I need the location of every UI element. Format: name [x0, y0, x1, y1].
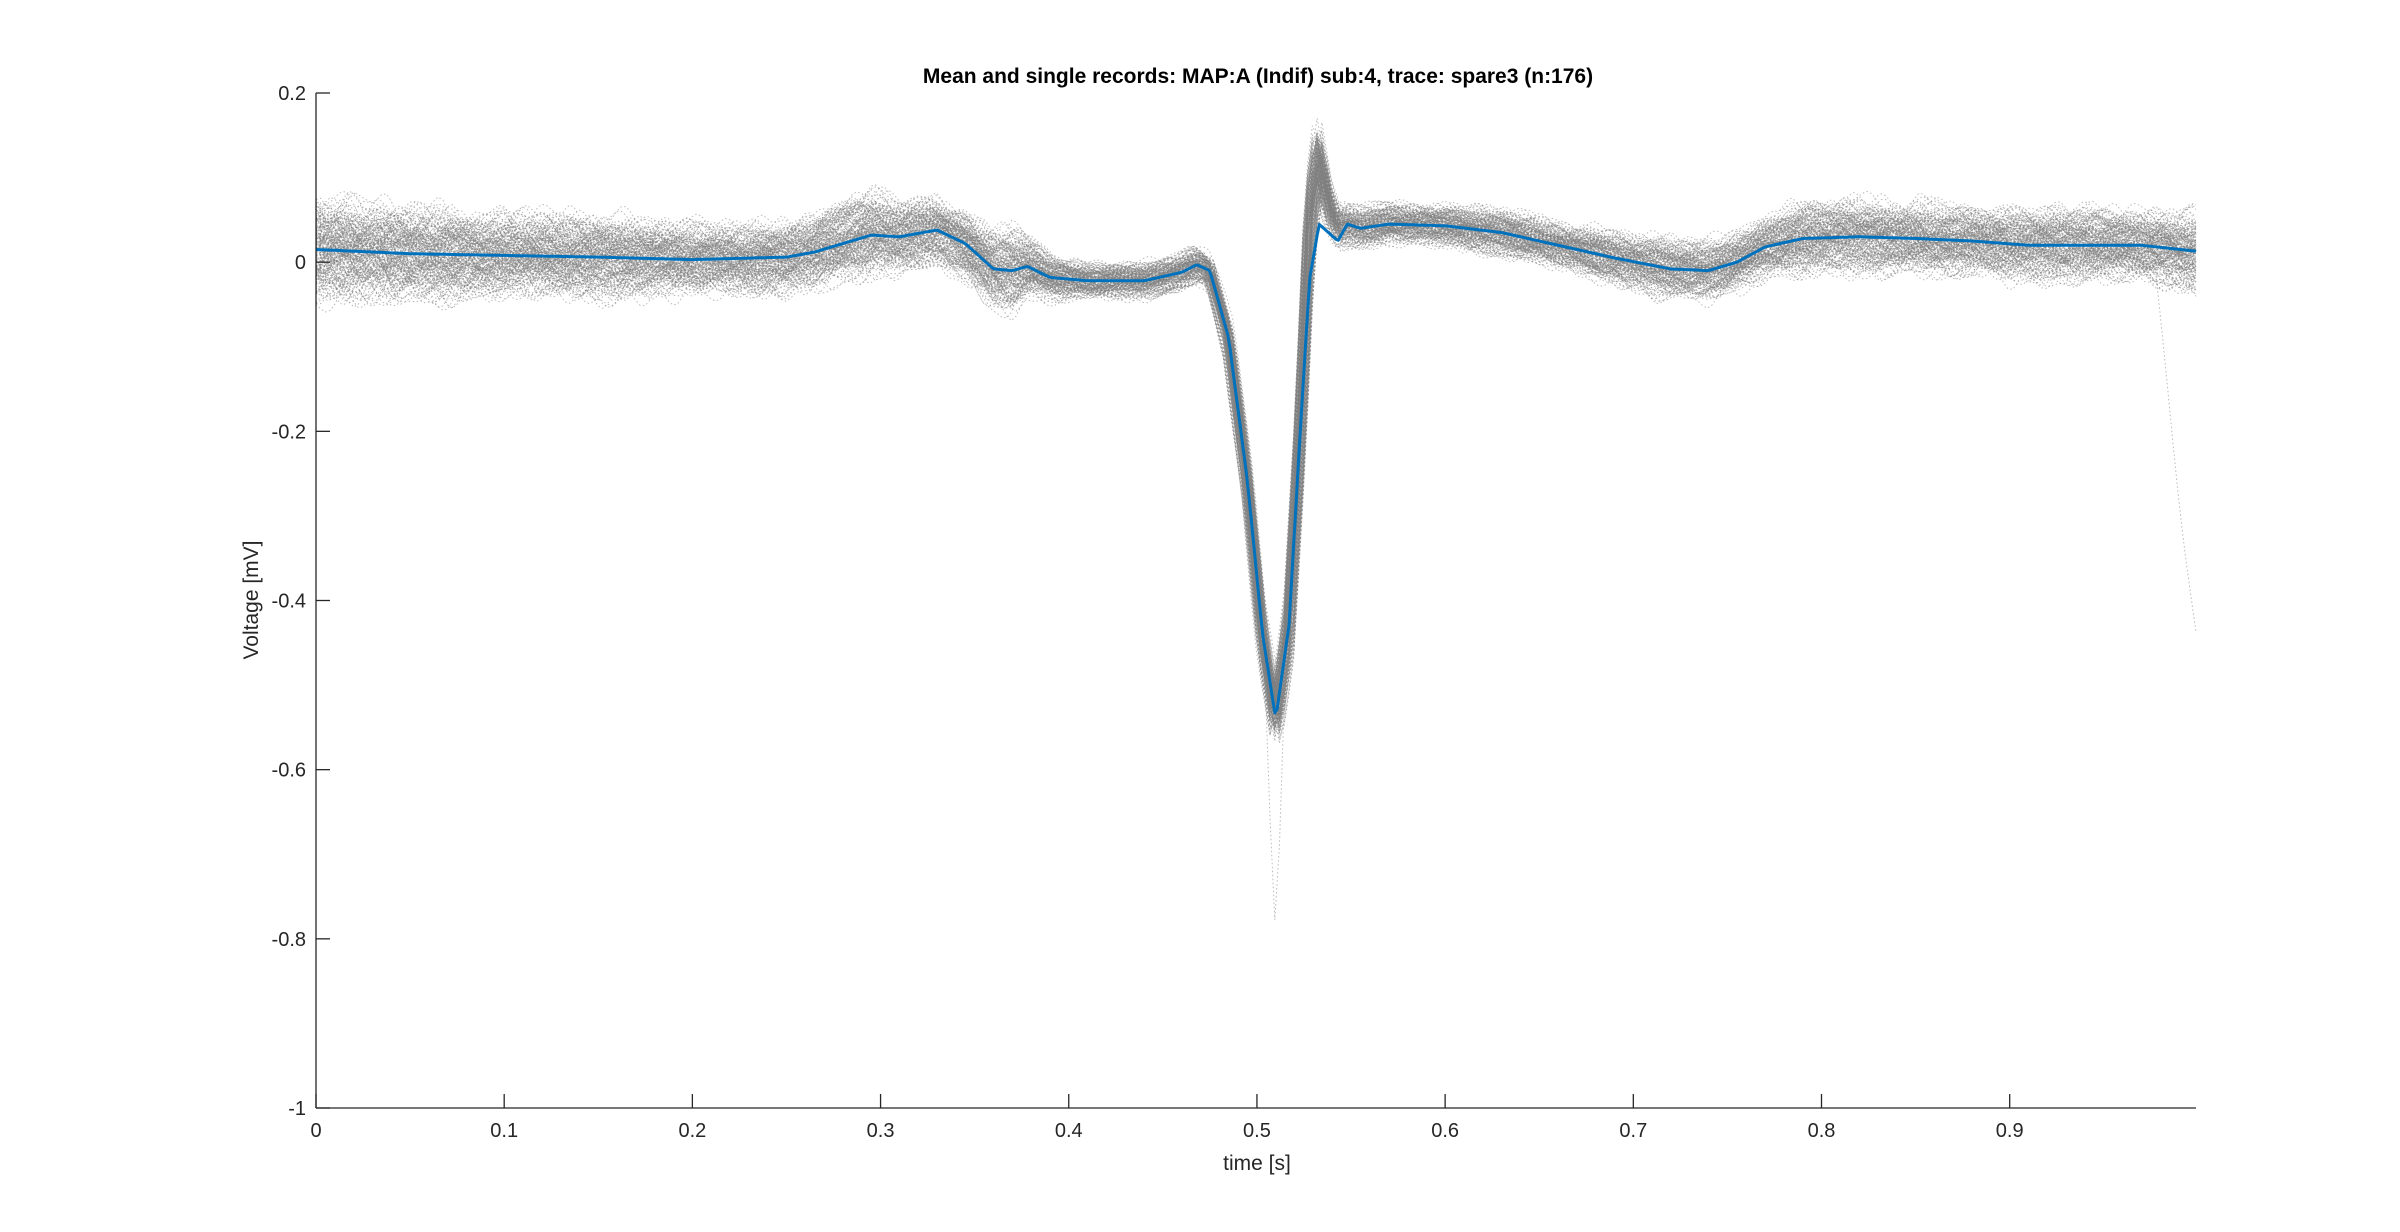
x-axis-label: time [s]: [1223, 1152, 1291, 1175]
single-record-line: [315, 141, 2197, 703]
single-record-line: [315, 181, 2197, 731]
single-record-line: [315, 178, 2197, 709]
y-tick-label: -0.4: [272, 591, 306, 613]
axes: 0 0.1 0.2 0.3 0.4 0.5 0.6 0.7 0.8 0.9 0.2 0 -0.2 -0.…: [272, 83, 2196, 1142]
single-record-line: [315, 189, 2197, 708]
single-record-line: [315, 187, 2197, 735]
single-record-line: [315, 195, 2197, 732]
single-record-line: [315, 142, 2197, 709]
single-record-line: [315, 161, 2197, 727]
single-records-layer: [315, 118, 2197, 921]
y-tick-label: 0: [295, 252, 306, 274]
single-record-line: [315, 142, 2197, 690]
single-record-line: [315, 176, 2197, 707]
single-record-line: [315, 146, 2197, 702]
y-tick-label: -0.6: [272, 760, 306, 782]
y-tick-label: 0.2: [278, 83, 306, 105]
single-record-line: [315, 174, 2197, 734]
y-tick-label: -0.2: [272, 421, 306, 443]
single-record-line: [315, 130, 2197, 683]
single-record-line: [316, 152, 2197, 707]
single-record-line: [315, 136, 2197, 711]
y-tick-label: -0.8: [272, 929, 306, 951]
single-record-line: [315, 181, 2197, 729]
plot-area: [315, 118, 2197, 921]
x-tick-label: 0.3: [867, 1120, 895, 1142]
single-record-line: [315, 145, 2197, 698]
x-ticks: 0 0.1 0.2 0.3 0.4 0.5 0.6 0.7 0.8 0.9: [310, 1094, 2024, 1142]
single-record-line: [315, 188, 2197, 728]
single-record-line: [315, 187, 2197, 721]
mean-line: [315, 222, 2197, 715]
x-tick-label: 0.4: [1055, 1120, 1083, 1142]
x-tick-label: 0.8: [1808, 1120, 1836, 1142]
single-record-line: [315, 146, 2197, 714]
single-record-line: [315, 137, 2197, 704]
chart-title: Mean and single records: MAP:A (Indif) s…: [923, 65, 1593, 88]
single-record-line: [315, 163, 2197, 731]
single-record-line: [315, 135, 2197, 708]
single-record-line: [315, 160, 2197, 700]
single-record-line: [315, 139, 2197, 720]
y-tick-label: -1: [288, 1098, 306, 1120]
x-tick-label: 0.5: [1243, 1120, 1271, 1142]
single-record-line: [315, 170, 2197, 727]
single-record-line: [315, 190, 2197, 734]
single-record-line: [315, 139, 2197, 710]
single-record-line: [315, 152, 2197, 699]
single-record-line: [315, 139, 2197, 692]
x-tick-label: 0.2: [678, 1120, 706, 1142]
y-ticks: 0.2 0 -0.2 -0.4 -0.6 -0.8 -1: [272, 83, 330, 1120]
single-record-line: [315, 137, 2196, 699]
mean-layer: [315, 222, 2197, 715]
x-tick-label: 0.6: [1431, 1120, 1459, 1142]
x-tick-label: 0.7: [1619, 1120, 1647, 1142]
single-record-line: [315, 159, 2197, 716]
single-record-line: [315, 171, 2197, 698]
single-record-line: [315, 164, 2197, 715]
x-tick-label: 0.1: [490, 1120, 518, 1142]
single-record-line: [315, 161, 2197, 726]
x-tick-label: 0: [310, 1120, 321, 1142]
x-tick-label: 0.9: [1996, 1120, 2024, 1142]
y-axis-label: Voltage [mV]: [240, 540, 263, 659]
single-record-line: [315, 172, 2197, 721]
single-record-line: [315, 192, 2197, 727]
single-record-line: [315, 168, 2197, 716]
single-record-line: [315, 170, 2197, 720]
